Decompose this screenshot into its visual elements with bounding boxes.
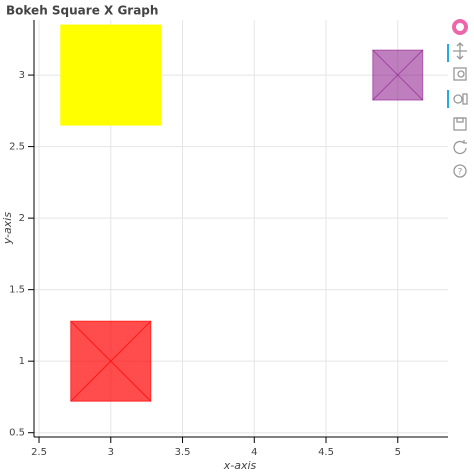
y-tick-label: 2 bbox=[19, 213, 25, 224]
bokeh-logo bbox=[452, 19, 468, 35]
y-tick-label: 1 bbox=[19, 356, 25, 367]
x-tick-label: 3.5 bbox=[175, 447, 191, 458]
marker-x bbox=[60, 24, 162, 126]
plot-area bbox=[60, 24, 424, 402]
reset-tool[interactable] bbox=[453, 140, 467, 155]
chart-title: Bokeh Square X Graph bbox=[6, 4, 158, 18]
x-tick-label: 5 bbox=[395, 447, 401, 458]
svg-text:?: ? bbox=[458, 168, 463, 178]
help-tool[interactable]: ? bbox=[453, 164, 467, 178]
x-tick-label: 4 bbox=[251, 447, 257, 458]
y-axis-label: y-axis bbox=[1, 212, 14, 245]
pan-tool[interactable] bbox=[453, 42, 467, 60]
x-tick-label: 2.5 bbox=[31, 447, 47, 458]
square-x-marker bbox=[70, 320, 152, 402]
marker-x bbox=[70, 320, 152, 402]
square-x-marker bbox=[60, 24, 162, 126]
x-tick-label: 4.5 bbox=[318, 447, 334, 458]
toolbar: ? bbox=[447, 19, 468, 178]
y-tick-label: 3 bbox=[19, 70, 25, 81]
y-tick-label: 0.5 bbox=[9, 428, 25, 439]
square-x-marker bbox=[372, 49, 424, 101]
x-tick-label: 3 bbox=[108, 447, 114, 458]
save-tool[interactable] bbox=[453, 117, 467, 131]
x-axis-label: x-axis bbox=[223, 459, 257, 472]
active-indicator bbox=[447, 90, 449, 108]
box-zoom-tool[interactable] bbox=[453, 67, 467, 81]
y-tick-label: 2.5 bbox=[9, 142, 25, 153]
marker-x bbox=[372, 49, 424, 101]
wheel-zoom-tool[interactable] bbox=[453, 93, 468, 105]
y-tick-label: 1.5 bbox=[9, 285, 25, 296]
active-indicator bbox=[447, 44, 449, 62]
